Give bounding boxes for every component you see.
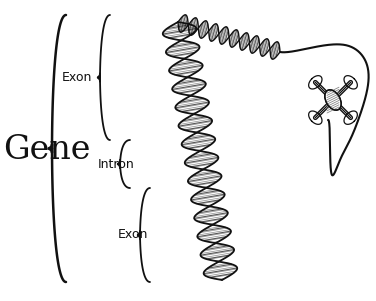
Text: Intron: Intron [98,157,135,170]
Ellipse shape [325,90,341,110]
Text: Gene: Gene [3,134,91,166]
Text: Exon: Exon [62,71,92,84]
Text: Exon: Exon [118,228,149,241]
